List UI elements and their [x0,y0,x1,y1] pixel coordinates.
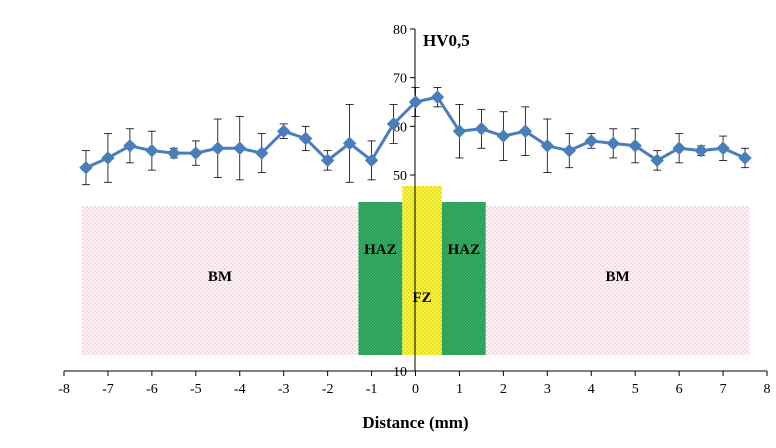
data-point [145,143,159,158]
data-point [298,131,313,146]
data-point [386,117,401,131]
x-tick-label: 2 [500,382,507,397]
data-point [408,95,423,109]
x-tick-label: -8 [58,382,70,397]
x-tick-label: 0 [412,382,419,397]
y-tick-label: 50 [393,169,407,184]
error-bars [81,87,750,186]
region-label-fz-2: FZ [413,290,432,306]
y-tick-label: 70 [393,72,407,87]
weld-regions [81,186,750,355]
x-tick-label: -1 [366,382,378,397]
data-point [276,124,291,138]
data-point [584,134,598,148]
x-tick-label: -7 [102,382,114,397]
region-label-bm-0: BM [208,269,232,285]
data-point [342,136,357,151]
region-fz-2 [402,186,442,355]
x-ticks: -8 -7 -6 -5 -4 -3 -2 -1 0 1 2 3 4 5 6 7 8 [58,371,771,397]
data-point [518,124,533,138]
data-point [606,136,620,151]
data-point [233,141,247,155]
weld-region-labels: BM HAZ FZ HAZ BM [208,242,630,306]
data-point [452,124,467,138]
data-point [540,139,555,153]
data-point [123,139,137,153]
region-bm-4 [485,206,750,355]
x-tick-label: 8 [764,382,771,397]
data-point [694,143,708,158]
data-point [672,141,686,155]
region-bm-0 [81,206,359,355]
region-label-haz-3: HAZ [448,242,481,258]
x-tick-label: -5 [190,382,202,397]
data-point [320,153,335,168]
data-point [650,153,664,168]
y-tick-label: 80 [393,23,407,38]
data-point [474,122,489,136]
data-point [167,146,181,160]
data-point [628,139,642,153]
x-tick-label: 1 [456,382,463,397]
x-tick-label: 3 [544,382,551,397]
data-point [716,141,730,155]
region-haz-1 [358,202,403,355]
x-tick-label: 6 [676,382,683,397]
data-point [189,146,203,160]
y-tick-label: 10 [393,365,407,380]
x-tick-label: -4 [234,382,246,397]
x-axis: -8 -7 -6 -5 -4 -3 -2 -1 0 1 2 3 4 5 6 7 8 Distance (mm) [58,370,771,432]
y-axis-title: HV0,5 [423,31,470,50]
data-point [101,151,115,165]
hardness-series [79,90,752,175]
x-tick-label: -6 [146,382,158,397]
data-point [738,151,752,165]
data-point [562,143,576,158]
data-point [255,146,269,160]
data-point [496,129,511,143]
region-label-bm-4: BM [606,269,630,285]
data-point [364,153,379,168]
region-label-haz-1: HAZ [364,242,397,258]
data-point [79,160,93,175]
data-point [430,90,445,104]
region-haz-3 [441,202,486,355]
x-axis-title: Distance (mm) [362,413,468,432]
x-tick-label: 7 [720,382,727,397]
x-tick-label: 5 [632,382,639,397]
x-tick-label: -3 [278,382,290,397]
data-point [211,141,225,155]
x-tick-label: 4 [588,382,595,397]
x-tick-label: -2 [322,382,334,397]
